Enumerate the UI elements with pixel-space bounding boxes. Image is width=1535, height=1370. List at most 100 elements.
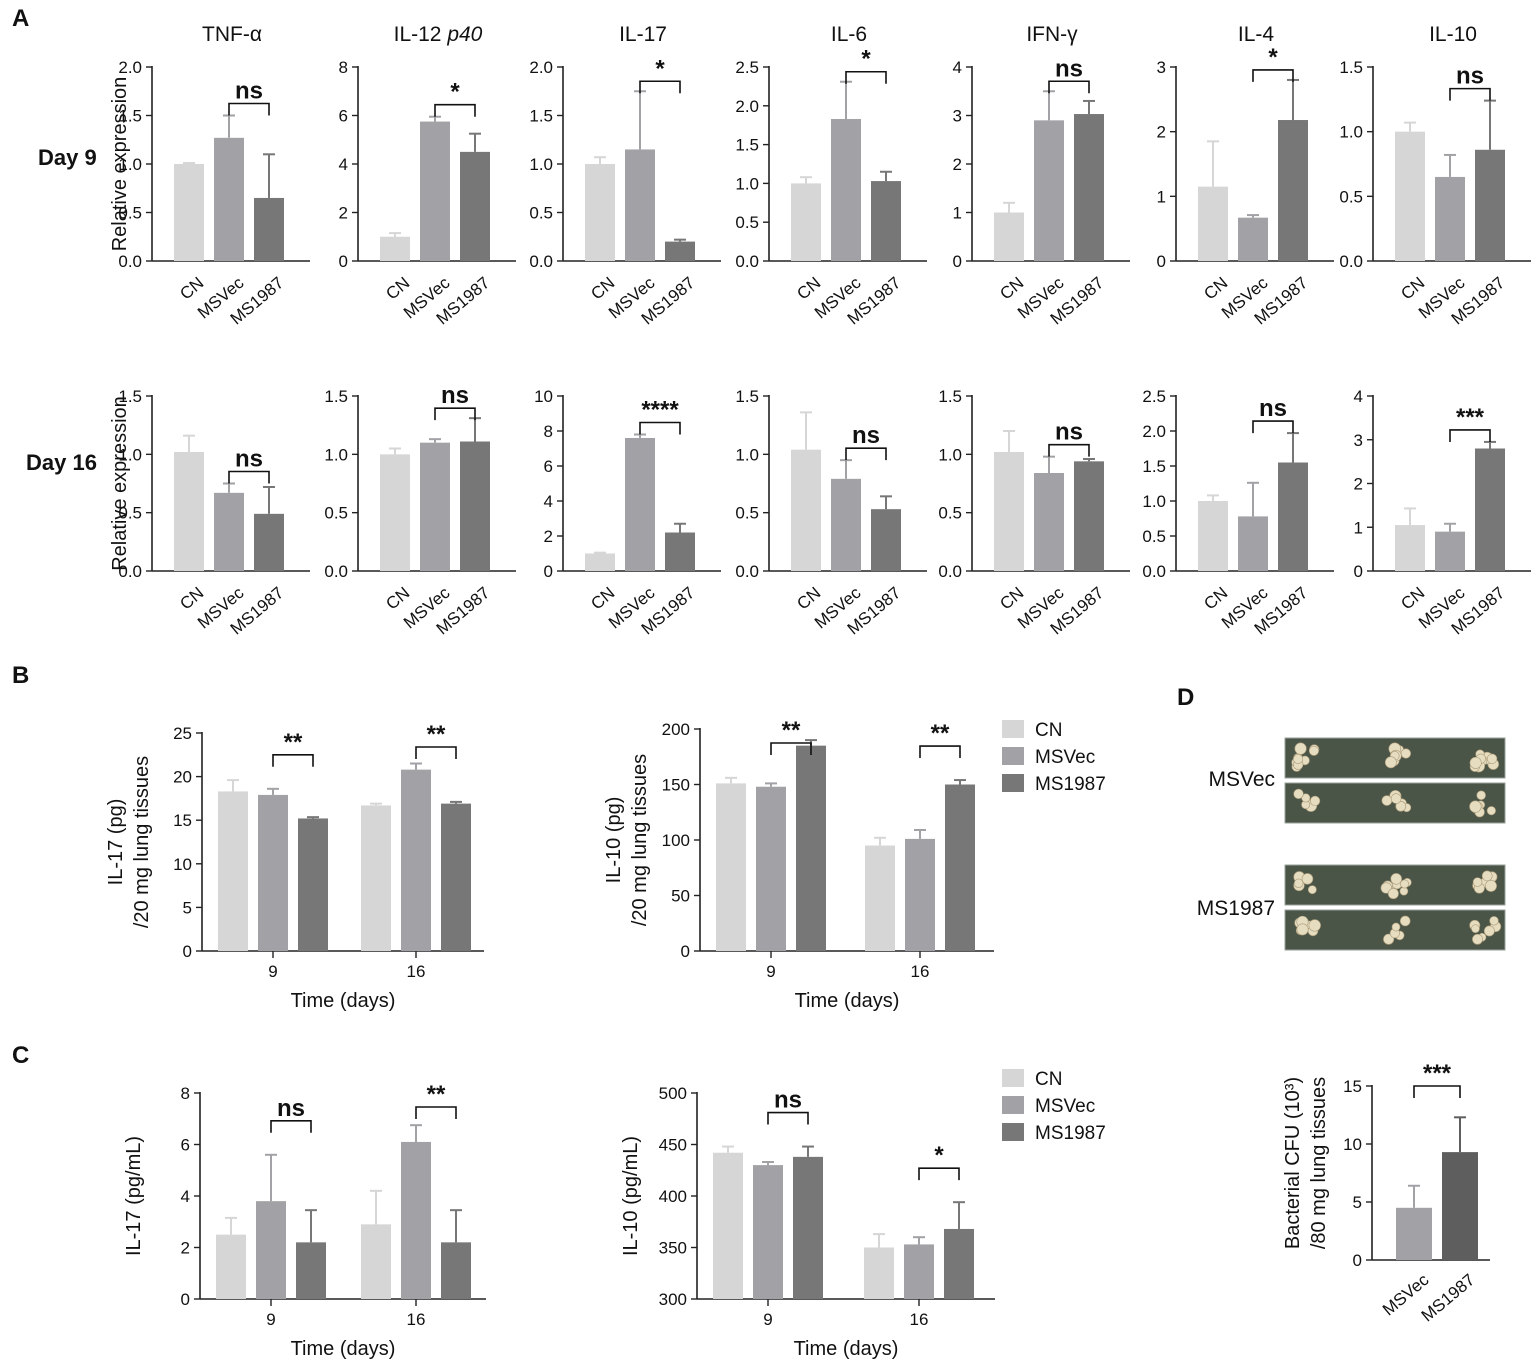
legend-swatch-MSVec: [1002, 1096, 1024, 1114]
x-tick-label: CN: [1200, 273, 1231, 303]
y-tick-label: 1: [1157, 187, 1166, 206]
bar-CN-9: [713, 1152, 743, 1299]
y-tick-label: 200: [662, 720, 690, 739]
y-tick-label: 400: [659, 1187, 687, 1206]
y-tick-label: 1.5: [735, 387, 759, 406]
bar-MS1987: [460, 441, 490, 571]
legend-swatch-CN: [1002, 720, 1024, 738]
y-tick-label: 100: [662, 831, 690, 850]
bar-MS1987: [1074, 114, 1104, 261]
y-tick-label: 2: [1354, 475, 1363, 494]
y-tick-label: 0.5: [324, 504, 348, 523]
bacterial-colony: [1390, 873, 1402, 885]
significance-label: ***: [1423, 1060, 1452, 1087]
y-tick-label: 3: [953, 107, 962, 126]
y-tick-label: 150: [662, 776, 690, 795]
y-tick-label: 15: [173, 811, 192, 830]
bacterial-colony: [1471, 924, 1480, 934]
bacterial-colony: [1381, 795, 1393, 806]
y-tick-label: 5: [183, 898, 192, 917]
bar-MSVec: [1238, 217, 1268, 261]
charts-layer: 0.0 0.5 1.0 1.5 2.0 CN MSVec MS1987 TNF-α Relativ…: [105, 23, 1531, 1360]
y-tick-label: 300: [659, 1290, 687, 1309]
y-tick-label: 0: [1157, 252, 1166, 271]
x-tick-label: 16: [407, 962, 426, 981]
significance-bracket: [415, 746, 457, 759]
chart-title-main: IL-12: [394, 23, 448, 46]
bacterial-colony: [1293, 788, 1304, 799]
y-axis-label: IL-17 (pg/mL): [123, 1136, 145, 1256]
significance-bracket: [845, 70, 887, 84]
legend-label-CN: CN: [1035, 1069, 1062, 1090]
plate-label-MS1987: MS1987: [1197, 897, 1275, 920]
y-tick-label: 3: [1157, 58, 1166, 77]
bar-MSVec: [1238, 516, 1268, 571]
y-tick-label: 0: [544, 562, 553, 581]
bar-MS1987: [1074, 461, 1104, 571]
significance-bracket: [434, 103, 476, 117]
significance-bracket: [228, 102, 270, 116]
bacterial-colony: [1486, 806, 1496, 816]
bar-MS1987: [1442, 1152, 1478, 1260]
y-tick-label: 10: [173, 855, 192, 874]
plate-label-MSVec: MSVec: [1208, 768, 1275, 791]
significance-bracket: [770, 742, 812, 755]
y-tick-label: 1.5: [938, 387, 962, 406]
chart-title: IL-10: [1429, 23, 1477, 46]
chart-title-italic: p40: [446, 23, 482, 46]
y-tick-label: 20: [173, 768, 192, 787]
significance-label: ns: [1259, 395, 1287, 422]
y-tick-label: 2.0: [529, 58, 553, 77]
bacterial-colony: [1483, 925, 1495, 937]
y-axis-label: /80 mg lung tissues: [1308, 1077, 1330, 1249]
y-tick-label: 1.0: [1142, 492, 1166, 511]
significance-bracket: [918, 1167, 960, 1181]
significance-label: *: [861, 46, 871, 73]
significance-bracket: [1252, 69, 1294, 82]
bacterial-colony: [1307, 885, 1317, 895]
bar-CN: [791, 183, 821, 261]
y-tick-label: 0: [1353, 1251, 1362, 1270]
y-tick-label: 0.5: [1142, 527, 1166, 546]
bar-MSVec-16: [401, 769, 431, 951]
x-tick-label: 9: [766, 962, 775, 981]
y-axis-label: Relative expression: [109, 396, 131, 571]
bacterial-colony: [1296, 923, 1309, 936]
bar-CN-9: [216, 1234, 246, 1299]
y-tick-label: 6: [544, 457, 553, 476]
panel-label-a: A: [12, 5, 29, 32]
y-tick-label: 25: [173, 724, 192, 743]
legend-label-MS1987: MS1987: [1035, 774, 1106, 795]
y-tick-label: 2: [1157, 123, 1166, 142]
chart-title: IL-12 p40: [394, 23, 483, 46]
bar-MS1987: [254, 513, 284, 571]
bar-MSVec: [1435, 176, 1465, 261]
y-tick-label: 0.5: [735, 213, 759, 232]
bar-MS1987-9: [296, 1242, 326, 1299]
chart-title: IFN-γ: [1026, 23, 1078, 46]
bacterial-colony: [1472, 877, 1483, 887]
bar-MSVec: [831, 118, 861, 261]
chart-title: IL-6: [831, 23, 867, 46]
bacterial-colony: [1309, 795, 1321, 807]
y-tick-label: 1.5: [118, 107, 142, 126]
bar-MSVec-9: [756, 786, 786, 951]
bacterial-colony: [1395, 800, 1407, 812]
bar-MSVec: [1435, 531, 1465, 571]
bacterial-colony: [1489, 916, 1499, 926]
y-tick-label: 4: [953, 58, 962, 77]
bacterial-colony: [1308, 745, 1319, 756]
chart-B-il10: 0 50 100 150 200 9 ** 16 ** Time (days) IL-10 (pg)…: [603, 717, 994, 1012]
bacterial-colony: [1469, 756, 1482, 769]
x-tick-label: 9: [268, 962, 277, 981]
bar-CN-16: [865, 845, 895, 951]
x-tick-label: 16: [407, 1310, 426, 1329]
significance-label: ****: [641, 397, 679, 424]
x-axis-label: Time (days): [291, 990, 396, 1012]
y-tick-label: 2.5: [1142, 387, 1166, 406]
